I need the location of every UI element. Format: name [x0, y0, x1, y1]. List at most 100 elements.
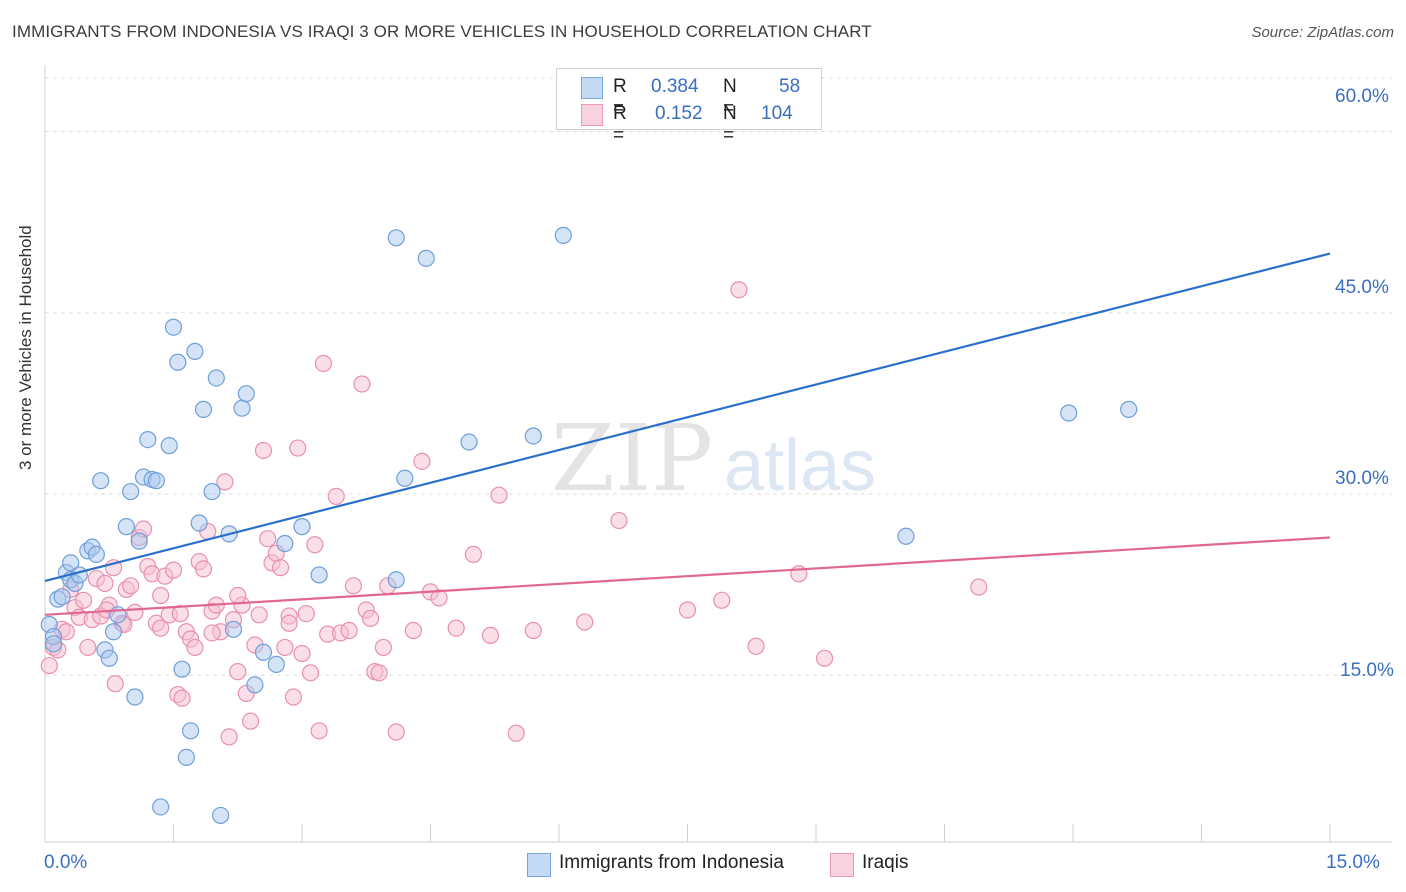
data-point [74, 591, 93, 609]
data-point [524, 427, 542, 445]
data-point [306, 536, 324, 554]
data-point [92, 472, 110, 490]
data-point [276, 638, 294, 657]
data-point [460, 433, 478, 451]
data-point [224, 620, 243, 638]
data-point [430, 589, 448, 607]
data-point [173, 689, 191, 707]
bottom-legend-swatch-pink [830, 853, 854, 877]
data-point [40, 656, 58, 675]
data-point [310, 566, 328, 584]
watermark-atlas: atlas [724, 426, 876, 506]
data-point [404, 621, 422, 640]
y-tick-30: 30.0% [1335, 468, 1389, 489]
data-point [340, 621, 358, 640]
legend-n-value: 58 [779, 76, 801, 97]
data-point [970, 578, 988, 596]
y-tick-45: 45.0% [1335, 277, 1389, 298]
data-point [490, 486, 508, 504]
source-label: Source: ZipAtlas.com [1251, 24, 1394, 41]
data-point [747, 637, 765, 655]
data-point [344, 577, 362, 595]
y-tick-60: 60.0% [1335, 86, 1389, 107]
data-point [254, 643, 273, 661]
data-point [310, 722, 328, 740]
data-point [182, 722, 200, 740]
data-point [53, 588, 71, 606]
data-point [190, 514, 208, 532]
data-point [194, 560, 213, 578]
data-point [507, 724, 525, 742]
data-point [152, 619, 170, 637]
data-point [194, 400, 213, 418]
legend-n-label: N = [723, 103, 737, 146]
data-point [164, 318, 183, 336]
data-point [524, 621, 542, 640]
data-point [370, 664, 388, 682]
trend-line-iraqis [44, 536, 1331, 616]
correlation-legend: R = 0.384 N = 58 R = 0.152 N = 104 [556, 68, 822, 146]
data-point [104, 623, 123, 641]
data-point [387, 229, 405, 247]
watermark: ZIP atlas [551, 405, 876, 512]
legend-swatch-blue [581, 77, 603, 99]
data-point [576, 613, 594, 631]
y-tick-15: 15.0% [1340, 660, 1394, 681]
data-point [293, 518, 311, 536]
data-point [117, 518, 135, 536]
data-point [464, 545, 482, 564]
data-point [160, 437, 178, 455]
legend-r-value: 0.152 [655, 103, 703, 124]
data-point [387, 571, 405, 589]
data-point [297, 605, 315, 623]
data-point [177, 748, 195, 767]
data-point [246, 676, 264, 694]
legend-r-value: 0.384 [651, 76, 699, 97]
indonesia-points [40, 226, 1138, 825]
legend-swatch-pink [581, 104, 603, 126]
data-point [314, 354, 333, 373]
data-point [229, 586, 247, 605]
data-point [44, 635, 63, 653]
data-point [186, 342, 204, 360]
data-point [254, 441, 273, 460]
data-point [203, 624, 221, 642]
data-point [250, 606, 268, 624]
data-point [730, 281, 748, 299]
data-point [203, 482, 221, 501]
data-point [259, 530, 277, 548]
legend-n-label: N = [723, 76, 737, 119]
data-point [284, 688, 303, 706]
data-point [126, 688, 144, 706]
data-point [96, 574, 114, 593]
bottom-legend-label: Iraqis [862, 852, 909, 873]
legend-r-label: R = [613, 103, 627, 146]
legend-n-value: 104 [761, 103, 793, 124]
data-point [139, 431, 157, 449]
data-point [396, 469, 414, 487]
data-point [229, 663, 247, 681]
data-point [173, 660, 191, 678]
data-point [271, 559, 290, 577]
data-point [1060, 404, 1078, 422]
data-point [62, 554, 80, 572]
data-point [152, 798, 170, 816]
data-point [237, 385, 255, 403]
data-point [186, 638, 204, 657]
data-point [353, 375, 371, 393]
grid-lines [45, 77, 1392, 676]
data-point [122, 482, 140, 501]
x-tick-right: 15.0% [1326, 852, 1380, 873]
data-point [70, 566, 88, 584]
bottom-legend-swatch-blue [527, 853, 551, 877]
data-point [289, 439, 307, 457]
data-point [242, 712, 260, 730]
data-point [152, 586, 170, 605]
data-point [280, 614, 298, 632]
data-point [447, 619, 465, 637]
chart-title: IMMIGRANTS FROM INDONESIA VS IRAQI 3 OR … [12, 22, 872, 41]
data-point [481, 626, 500, 644]
data-point [897, 527, 915, 545]
legend-r-label: R = [613, 76, 627, 119]
